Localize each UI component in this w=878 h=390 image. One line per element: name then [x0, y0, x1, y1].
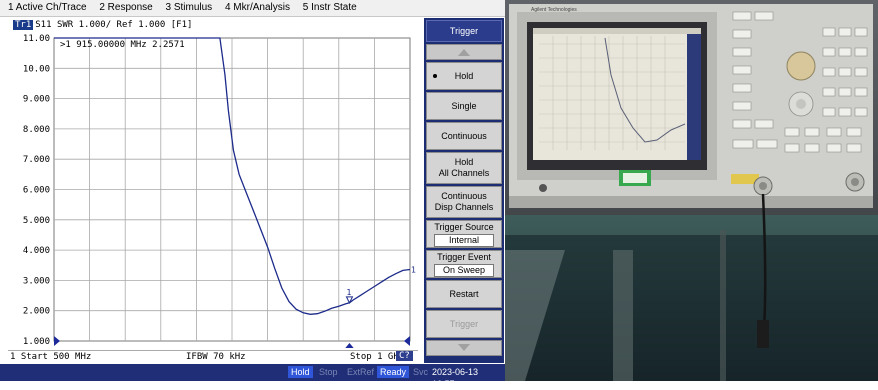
swr-plot[interactable]: 11.00 10.00 9.000 8.000 7.000 6.000 5.000 4.000…: [8, 18, 418, 348]
trace-badge: Tr1: [13, 20, 34, 30]
instrument-status-bar: Hold Stop ExtRef Ready Svc 2023-06-13 16…: [0, 364, 505, 389]
trigger-event-label: Trigger Event: [437, 251, 491, 262]
trigger-event-softkey[interactable]: Trigger Event On Sweep: [426, 250, 502, 278]
trigger-source-value: Internal: [434, 233, 494, 247]
y-tick-label: 5.000: [23, 216, 50, 226]
status-svc: Svc: [413, 367, 429, 377]
hold-softkey[interactable]: Hold: [426, 62, 502, 90]
antenna-under-test: [757, 320, 769, 348]
scroll-down-button[interactable]: [426, 340, 502, 356]
y-tick-label: 8.000: [23, 125, 50, 135]
y-tick-label: 1.000: [23, 337, 50, 347]
menu-stimulus[interactable]: 3 Stimulus: [165, 2, 213, 13]
start-frequency[interactable]: 1 Start 500 MHz: [10, 352, 92, 362]
instrument-brand-text: Agilent Technologies: [531, 7, 577, 13]
swr-chart: 11.00 10.00 9.000 8.000 7.000 6.000 5.000 4.000…: [23, 34, 416, 348]
stop-frequency[interactable]: Stop 1 GHz: [350, 352, 405, 362]
hold-all-channels-softkey[interactable]: Hold All Channels: [426, 152, 502, 184]
marker-1-label: 1: [346, 288, 351, 297]
y-tick-label: 7.000: [23, 155, 50, 165]
marker-1-triangle: [345, 296, 354, 305]
instrument-photo-drawing: Agilent Technologies: [505, 0, 878, 381]
channel-badge: C?: [396, 351, 413, 361]
vna-screen: 1 Active Ch/Trace 2 Response 3 Stimulus …: [0, 0, 505, 381]
status-datetime: 2023-06-13 16:57: [432, 367, 479, 389]
y-tick-label: 11.00: [23, 34, 50, 44]
softkey-panel: Trigger Hold Single Continuous Hold All …: [424, 18, 504, 363]
instrument-photo: Agilent Technologies: [505, 0, 878, 381]
status-extref: ExtRef: [347, 367, 375, 377]
marker-readout: >1 915.00000 MHz 2.2571: [60, 40, 185, 50]
ifbw-value[interactable]: IFBW 70 kHz: [186, 352, 246, 362]
menu-active-ch-trace[interactable]: 1 Active Ch/Trace: [8, 2, 87, 13]
hold-all-line1: Hold: [454, 157, 474, 167]
channel-status-line: 1 Start 500 MHz IFBW 70 kHz Stop 1 GHz C…: [8, 350, 418, 364]
status-hold: Hold: [288, 366, 313, 378]
status-stop: Stop: [319, 367, 338, 377]
y-tick-label: 10.00: [23, 64, 50, 74]
trigger-event-value: On Sweep: [434, 263, 494, 277]
selected-dot-icon: [433, 74, 437, 78]
continuous-softkey[interactable]: Continuous: [426, 122, 502, 150]
trigger-source-softkey[interactable]: Trigger Source Internal: [426, 220, 502, 248]
y-tick-label: 9.000: [23, 95, 50, 105]
y-tick-label: 6.000: [23, 186, 50, 196]
hold-all-line2: All Channels: [438, 168, 490, 178]
trace-header-text: S11 SWR 1.000/ Ref 1.000 [F1]: [35, 20, 193, 30]
scroll-down-icon: [458, 344, 470, 351]
menu-instr-state[interactable]: 5 Instr State: [302, 2, 357, 13]
rotary-knob: [786, 51, 816, 81]
restart-softkey[interactable]: Restart: [426, 280, 502, 308]
trace-end-label: 1: [411, 265, 416, 274]
cont-disp-line2: Disp Channels: [434, 202, 494, 212]
y-tick-label: 2.000: [23, 307, 50, 317]
trace-header[interactable]: Tr1 S11 SWR 1.000/ Ref 1.000 [F1]: [13, 20, 192, 30]
single-softkey[interactable]: Single: [426, 92, 502, 120]
scroll-up-icon: [458, 49, 470, 56]
scroll-up-button[interactable]: [426, 44, 502, 60]
swr-trace-line: [54, 37, 411, 315]
y-tick-label: 3.000: [23, 276, 50, 286]
status-ready: Ready: [377, 366, 410, 378]
menu-response[interactable]: 2 Response: [99, 2, 153, 13]
cont-disp-line1: Continuous: [441, 191, 487, 201]
menu-mkr-analysis[interactable]: 4 Mkr/Analysis: [224, 2, 290, 13]
trigger-source-label: Trigger Source: [434, 221, 494, 232]
reference-level-marker: [54, 336, 60, 346]
menu-bar: 1 Active Ch/Trace 2 Response 3 Stimulus …: [0, 0, 505, 17]
reference-level-marker-right: [404, 336, 410, 346]
trigger-softkey[interactable]: Trigger: [426, 310, 502, 338]
marker-1-bottom-indicator: [345, 343, 354, 348]
y-tick-label: 4.000: [23, 246, 50, 256]
continuous-disp-channels-softkey[interactable]: Continuous Disp Channels: [426, 186, 502, 218]
softkey-title: Trigger: [426, 20, 502, 42]
hold-softkey-label: Hold: [454, 70, 474, 81]
